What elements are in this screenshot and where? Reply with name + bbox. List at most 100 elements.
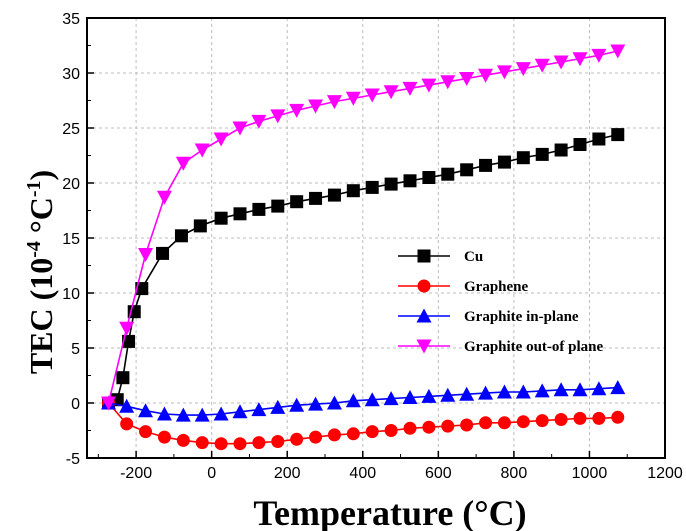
legend-label-graphite-in-plane: Graphite in-plane — [464, 309, 579, 325]
data-point-graphene — [516, 415, 530, 429]
data-point-graphite-out-of-plane — [289, 103, 305, 118]
data-point-graphene — [554, 413, 568, 426]
data-point-graphite-in-plane — [459, 386, 475, 401]
data-point-graphite-out-of-plane — [156, 190, 172, 205]
x-tick-label: 200 — [274, 465, 301, 482]
data-point-graphene — [271, 435, 285, 448]
data-point-graphite-out-of-plane — [326, 95, 342, 110]
y-axis-title-exponent-2: -1 — [23, 180, 45, 197]
data-point-graphene — [233, 437, 247, 451]
data-point-graphite-out-of-plane — [270, 109, 286, 124]
data-point-graphite-in-plane — [213, 406, 229, 421]
data-point-graphite-out-of-plane — [496, 65, 512, 80]
series-graphite-in-plane — [101, 380, 626, 422]
data-point-cu — [116, 371, 130, 385]
data-point-cu — [516, 151, 530, 165]
data-point-graphite-out-of-plane — [610, 44, 626, 59]
y-tick-label: 25 — [62, 121, 80, 138]
data-point-graphite-in-plane — [421, 388, 437, 403]
legend-item-graphite-in-plane: Graphite in-plane — [398, 308, 579, 325]
data-point-graphene — [195, 436, 209, 450]
data-point-graphene — [441, 419, 455, 433]
data-point-graphite-in-plane — [591, 381, 607, 396]
data-point-graphite-in-plane — [289, 397, 305, 412]
data-point-graphite-out-of-plane — [402, 81, 418, 96]
legend-label-graphite-out-of-plane: Graphite out-of plane — [464, 339, 604, 355]
data-point-graphite-in-plane — [194, 407, 210, 422]
series-line-graphene — [107, 402, 618, 445]
x-tick-label: 1000 — [572, 465, 608, 482]
data-point-graphite-in-plane — [496, 384, 512, 399]
data-point-graphene — [573, 411, 587, 425]
data-point-cu — [135, 282, 149, 296]
data-point-graphite-in-plane — [251, 402, 267, 417]
series-graphite-out-of-plane — [101, 44, 626, 411]
y-tick-label: 0 — [71, 396, 80, 413]
data-point-graphite-out-of-plane — [138, 248, 154, 262]
series-layer — [101, 44, 626, 451]
data-point-graphene — [611, 410, 625, 424]
data-point-graphite-in-plane — [326, 395, 342, 410]
data-point-graphite-in-plane — [119, 398, 135, 413]
data-point-cu — [290, 195, 304, 209]
series-graphene — [102, 396, 625, 451]
legend-marker-cu — [417, 249, 431, 263]
data-point-cu — [592, 132, 606, 146]
legend-label-graphene: Graphene — [464, 279, 529, 295]
data-point-graphite-in-plane — [534, 383, 550, 398]
data-point-cu — [193, 219, 207, 233]
axes: -200 0 200 400 600 800 1000 1200 -5 0 5 10 15 20 25 30 3… — [62, 11, 683, 482]
data-point-graphite-in-plane — [515, 384, 531, 399]
data-point-graphite-out-of-plane — [194, 143, 210, 158]
data-point-graphene — [157, 430, 171, 444]
data-point-graphite-out-of-plane — [345, 91, 361, 106]
data-point-graphene — [327, 428, 341, 442]
data-point-graphite-in-plane — [156, 406, 172, 421]
data-point-graphite-out-of-plane — [553, 55, 569, 70]
data-point-cu — [174, 229, 188, 243]
x-tick-label: 600 — [425, 465, 452, 482]
data-point-cu — [365, 180, 379, 194]
data-point-graphene — [479, 416, 493, 430]
y-tick-label: 15 — [62, 231, 80, 248]
data-point-cu — [327, 188, 341, 202]
data-point-graphene — [290, 432, 304, 446]
legend-label-cu: Cu — [464, 249, 483, 265]
data-point-graphene — [422, 420, 436, 434]
data-point-graphite-out-of-plane — [232, 121, 248, 136]
x-tick-label: 0 — [207, 465, 216, 482]
data-point-graphite-in-plane — [232, 404, 248, 419]
legend-marker-graphene — [417, 279, 431, 293]
data-point-cu — [422, 171, 436, 184]
data-point-graphene — [176, 433, 190, 447]
data-point-graphite-in-plane — [308, 396, 324, 411]
data-point-cu — [384, 177, 398, 191]
data-point-graphene — [252, 436, 266, 450]
data-point-graphite-out-of-plane — [478, 68, 494, 83]
data-point-cu — [252, 202, 266, 216]
legend-item-cu: Cu — [398, 249, 483, 265]
data-point-cu — [460, 163, 474, 177]
data-point-graphite-in-plane — [440, 387, 456, 402]
data-point-graphite-out-of-plane — [101, 396, 117, 411]
data-point-graphene — [346, 427, 360, 441]
x-tick-label: 1200 — [647, 465, 683, 482]
data-point-graphene — [384, 424, 398, 437]
data-point-graphene — [592, 411, 606, 425]
data-point-graphite-in-plane — [572, 382, 588, 397]
data-point-graphene — [403, 421, 417, 435]
data-point-graphite-out-of-plane — [572, 52, 588, 67]
data-point-cu — [479, 158, 493, 172]
data-point-graphite-out-of-plane — [421, 78, 437, 93]
data-point-cu — [309, 191, 323, 205]
data-point-cu — [611, 128, 625, 142]
legend-marker-graphite-in-plane — [416, 308, 432, 323]
legend-marker-graphite-out-of-plane — [416, 339, 432, 354]
data-point-graphite-in-plane — [345, 393, 361, 408]
data-point-cu — [233, 207, 247, 221]
data-point-graphite-out-of-plane — [213, 132, 229, 147]
data-point-graphite-in-plane — [270, 399, 286, 414]
x-tick-label: 400 — [349, 465, 376, 482]
series-cu — [102, 128, 625, 410]
data-point-graphite-out-of-plane — [459, 72, 475, 86]
